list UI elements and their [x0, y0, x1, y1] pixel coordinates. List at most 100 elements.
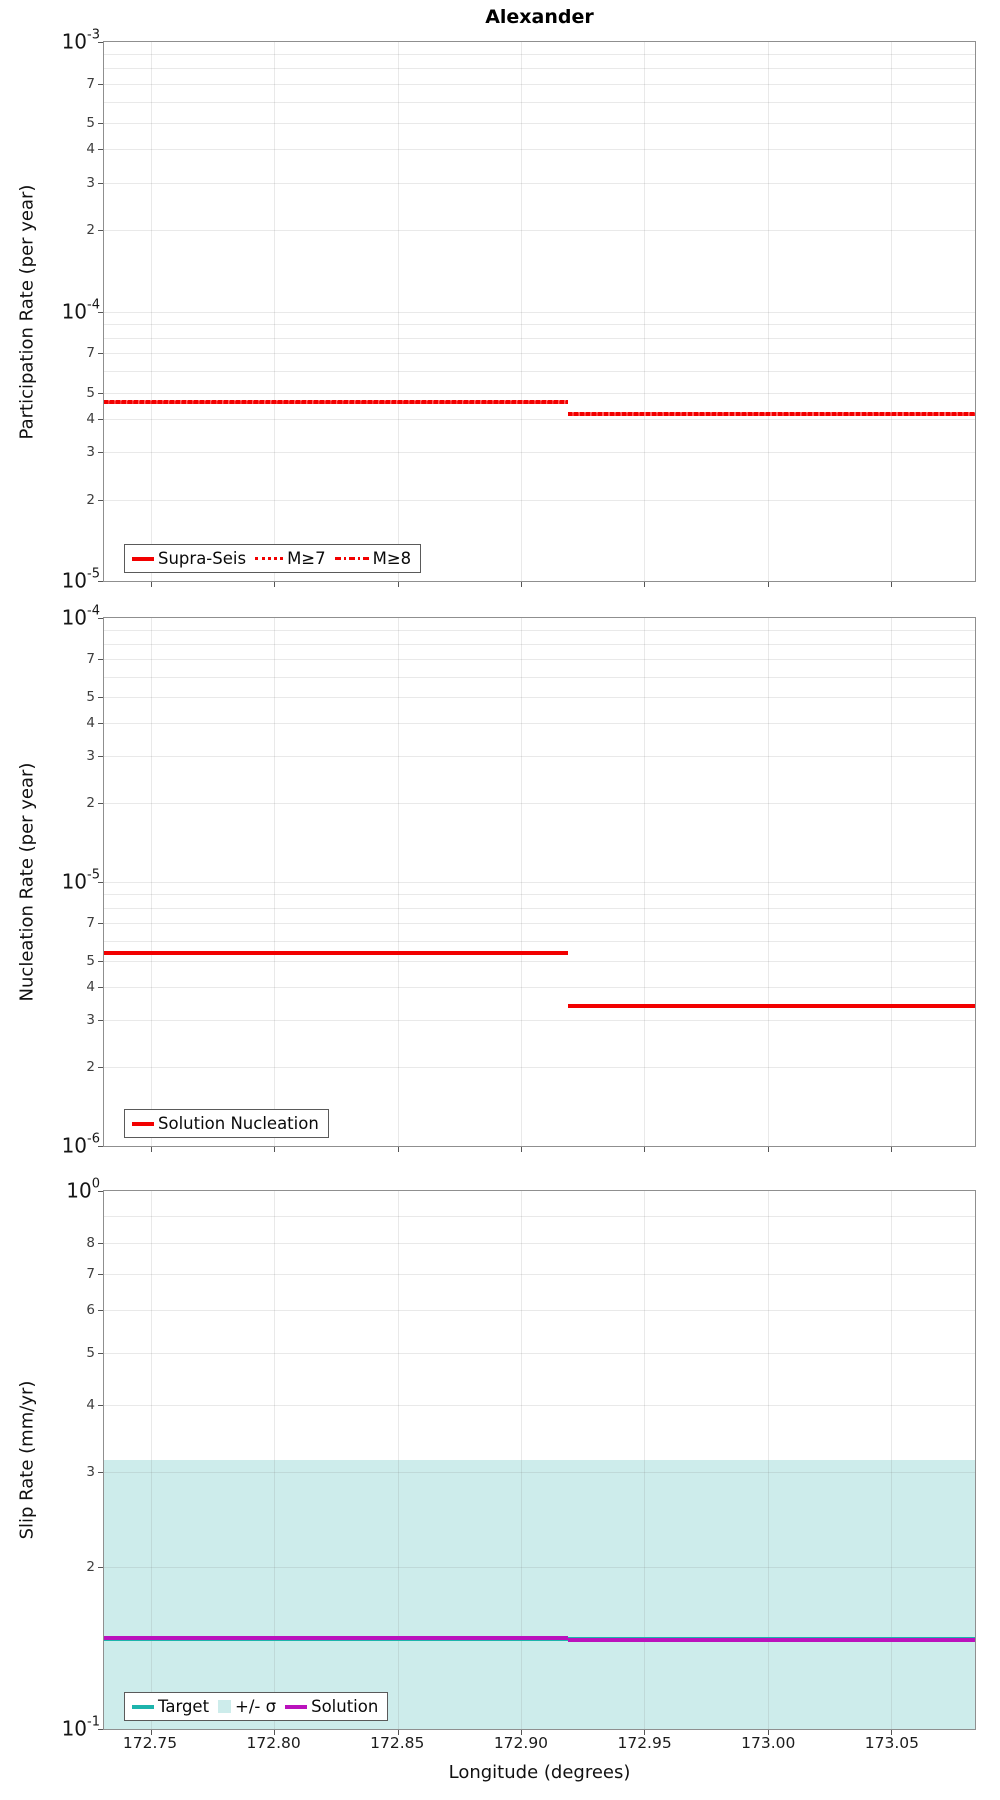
y-tick-label-minor: 3: [86, 748, 95, 765]
y-tick-mark: [98, 1352, 103, 1354]
x-tick-mark: [274, 582, 276, 587]
y-gridline-minor: [104, 1274, 975, 1276]
y-tick-mark: [98, 987, 103, 989]
x-tick-mark: [397, 1147, 399, 1152]
y-tick-label-decade: 10-4: [61, 603, 100, 630]
y-tick-label-minor: 8: [86, 1235, 95, 1252]
y-gridline-minor: [104, 323, 975, 325]
y-tick-label-minor: 4: [86, 1397, 95, 1414]
x-tick-mark: [397, 1730, 399, 1735]
y-tick-mark: [98, 1274, 103, 1276]
x-gridline: [150, 1191, 152, 1729]
legend-dashdot-swatch: [334, 557, 369, 560]
legend-line-swatch: [132, 1121, 154, 1126]
legend-line-swatch: [132, 1704, 154, 1709]
y-tick-mark: [98, 230, 103, 232]
series-line-solutionnucleation: [104, 950, 568, 955]
y-tick-mark: [98, 392, 103, 394]
y-tick-label-minor: 6: [86, 1302, 95, 1319]
x-tick-mark: [891, 1147, 893, 1152]
y-gridline-minor: [104, 1405, 975, 1407]
y-tick-mark: [98, 1729, 103, 1730]
y-gridline-minor: [104, 83, 975, 85]
y-tick-mark: [98, 149, 103, 151]
x-gridline: [891, 1191, 893, 1729]
y-gridline-decade: [104, 882, 975, 883]
y-tick-mark: [98, 42, 103, 43]
x-tick-mark: [274, 1730, 276, 1735]
y-gridline-minor: [104, 1020, 975, 1022]
y-tick-label-decade: 10-5: [61, 566, 100, 593]
y-gridline-minor: [104, 337, 975, 339]
series-line-m7: [567, 412, 975, 416]
y-tick-label-minor: 3: [86, 174, 95, 191]
y-tick-label-decade: 10-4: [61, 297, 100, 324]
y-gridline-minor: [104, 1567, 975, 1569]
y-tick-label-decade: 10-3: [61, 27, 100, 54]
y-tick-mark: [98, 882, 103, 883]
legend-dotted-swatch: [255, 557, 284, 560]
x-gridline: [891, 42, 893, 581]
y-gridline-minor: [104, 230, 975, 232]
y-gridline-minor: [104, 1066, 975, 1068]
y-tick-mark: [98, 723, 103, 725]
series-line-m8: [567, 412, 975, 416]
y-tick-label-minor: 5: [86, 115, 95, 132]
y-tick-label-minor: 2: [86, 491, 95, 508]
x-tick-mark: [767, 582, 769, 587]
x-tick-mark: [150, 1730, 152, 1735]
y-tick-mark: [98, 658, 103, 660]
y-gridline-minor: [104, 658, 975, 660]
y-gridline-minor: [104, 723, 975, 725]
y-tick-mark: [98, 1146, 103, 1147]
y-tick-mark: [98, 1243, 103, 1245]
y-tick-mark: [98, 618, 103, 619]
y-tick-mark: [98, 182, 103, 184]
y-tick-label-minor: 2: [86, 222, 95, 239]
y-tick-mark: [98, 499, 103, 501]
x-gridline: [644, 1191, 646, 1729]
x-gridline: [767, 42, 769, 581]
series-line-m7: [104, 400, 568, 404]
y-gridline-minor: [104, 802, 975, 804]
y-gridline-minor: [104, 101, 975, 103]
y-tick-label-minor: 2: [86, 1559, 95, 1576]
y-gridline-minor: [104, 940, 975, 942]
y-tick-mark: [98, 1020, 103, 1022]
x-gridline: [767, 1191, 769, 1729]
y-gridline-minor: [104, 894, 975, 896]
series-line-solutionnucleation: [567, 1003, 975, 1008]
x-tick-mark: [520, 1730, 522, 1735]
x-gridline: [274, 42, 276, 581]
participation-y-axis-label: Participation Rate (per year): [16, 184, 38, 439]
legend-item-label: Solution: [311, 1697, 379, 1716]
y-gridline-minor: [104, 1215, 975, 1217]
y-gridline-minor: [104, 697, 975, 699]
y-tick-label-minor: 5: [86, 1344, 95, 1361]
nucleation-rate-panel: Nucleation Rate (per year) 10-4 10-5 10-6 7…: [0, 604, 1000, 1158]
x-tick-mark: [520, 582, 522, 587]
y-tick-mark: [98, 1066, 103, 1068]
x-tick-label: 172.95: [617, 1734, 672, 1752]
y-gridline-minor: [104, 630, 975, 632]
participation-plot-area: 10-3 10-4 10-5 7 5 4 3 2 7 5 4 3 2 Supra-Seis M≥7 M≥8: [62, 28, 976, 593]
legend-item-label: M≥8: [372, 549, 412, 568]
y-gridline-minor: [104, 676, 975, 678]
y-tick-label-minor: 4: [86, 141, 95, 158]
legend-line-swatch: [132, 556, 154, 561]
y-tick-label-decade: 10-5: [61, 867, 100, 894]
legend-item: M≥8: [334, 549, 412, 568]
y-tick-mark: [98, 1191, 103, 1192]
x-gridline: [274, 618, 276, 1146]
x-gridline: [644, 42, 646, 581]
x-tick-mark: [644, 1147, 646, 1152]
legend-item-label: M≥7: [287, 549, 326, 568]
sigma-band: [104, 1460, 975, 1729]
y-tick-mark: [98, 452, 103, 454]
x-tick-mark: [274, 1147, 276, 1152]
y-gridline-minor: [104, 123, 975, 125]
x-tick-mark: [644, 582, 646, 587]
y-gridline-minor: [104, 392, 975, 394]
y-tick-label-minor: 7: [86, 650, 95, 667]
